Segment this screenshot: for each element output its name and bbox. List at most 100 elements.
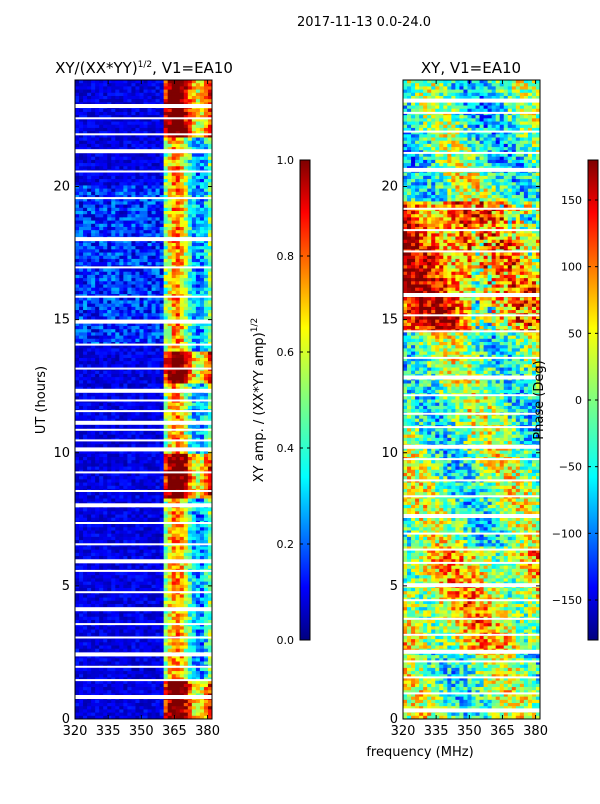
heatmap-cell (155, 255, 161, 260)
heatmap-cell (111, 453, 116, 458)
heatmap-cell (99, 361, 104, 365)
heatmap-cell (99, 431, 104, 436)
heatmap-cell (99, 182, 104, 186)
heatmap-cell (155, 258, 161, 263)
heatmap-cell (155, 242, 161, 247)
heatmap-cell (163, 131, 169, 135)
heatmap-cell (171, 498, 177, 503)
heatmap-cell (91, 527, 96, 531)
heatmap-cell (175, 457, 181, 461)
heatmap-cell (179, 354, 185, 359)
heatmap-cell (167, 396, 173, 400)
heatmap-cell (99, 345, 104, 349)
heatmap-cell (203, 332, 209, 336)
heatmap-cell (183, 476, 189, 480)
heatmap-cell (207, 233, 212, 237)
heatmap-cell (159, 284, 165, 289)
heatmap-cell (171, 457, 177, 461)
heatmap-cell (135, 191, 140, 196)
heatmap-cell (191, 450, 197, 455)
heatmap-cell (199, 115, 205, 119)
heatmap-cell (207, 335, 212, 340)
heatmap-cell (187, 115, 193, 119)
heatmap-cell (115, 214, 120, 218)
heatmap-cell (91, 530, 96, 535)
heatmap-cell (175, 332, 181, 336)
heatmap-cell (83, 300, 88, 305)
heatmap-cell (195, 268, 201, 273)
heatmap-cell (179, 242, 185, 247)
heatmap-cell (159, 252, 165, 257)
heatmap-cell (75, 527, 80, 531)
heatmap-cell (119, 220, 124, 225)
heatmap-cell (123, 274, 128, 279)
heatmap-cell (139, 287, 144, 292)
heatmap-cell (151, 466, 156, 471)
heatmap-cell (155, 99, 161, 103)
heatmap-cell (119, 179, 124, 183)
heatmap-cell (91, 412, 96, 416)
heatmap-cell (147, 121, 152, 126)
heatmap-cell (139, 118, 144, 122)
heatmap-cell (139, 351, 144, 356)
heatmap-cell (167, 137, 173, 142)
heatmap-cell (163, 425, 169, 429)
heatmap-cell (199, 140, 205, 145)
heatmap-cell (159, 511, 165, 515)
heatmap-cell (147, 127, 152, 132)
heatmap-cell (207, 492, 212, 496)
heatmap-cell (119, 335, 124, 340)
heatmap-cell (171, 364, 177, 368)
heatmap-cell (91, 95, 96, 100)
heatmap-cell (143, 425, 148, 429)
heatmap-cell (143, 357, 148, 362)
heatmap-cell (151, 326, 156, 330)
heatmap-cell (75, 329, 80, 333)
heatmap-cell (107, 297, 112, 301)
heatmap-cell (111, 498, 116, 503)
heatmap-cell (199, 322, 205, 327)
heatmap-cell (167, 335, 173, 340)
heatmap-cell (79, 271, 84, 276)
heatmap-cell (91, 249, 96, 253)
heatmap-cell (83, 287, 88, 292)
heatmap-cell (167, 329, 173, 333)
heatmap-cell (183, 230, 189, 234)
heatmap-cell (155, 226, 161, 231)
heatmap-cell (83, 492, 88, 496)
heatmap-cell (167, 191, 173, 196)
heatmap-cell (91, 127, 96, 132)
heatmap-cell (131, 287, 136, 292)
heatmap-cell (187, 156, 193, 161)
heatmap-cell (107, 412, 112, 416)
heatmap-cell (207, 453, 212, 458)
heatmap-cell (159, 182, 165, 186)
heatmap-cell (147, 278, 152, 282)
heatmap-cell (199, 540, 205, 544)
heatmap-cell (175, 163, 181, 167)
heatmap-cell (147, 441, 152, 445)
heatmap-cell (75, 191, 80, 196)
heatmap-cell (91, 402, 96, 407)
heatmap-cell (139, 386, 144, 391)
heatmap-cell (111, 230, 116, 234)
heatmap-cell (135, 415, 140, 420)
heatmap-cell (203, 434, 209, 439)
heatmap-cell (163, 527, 169, 531)
heatmap-cell (179, 463, 185, 467)
heatmap-cell (191, 99, 197, 103)
heatmap-cell (83, 434, 88, 439)
heatmap-cell (79, 278, 84, 282)
heatmap-cell (171, 405, 177, 410)
heatmap-cell (171, 345, 177, 349)
heatmap-cell (107, 204, 112, 209)
heatmap-cell (103, 492, 108, 496)
heatmap-cell (75, 457, 80, 461)
heatmap-cell (139, 434, 144, 439)
heatmap-cell (155, 524, 161, 528)
heatmap-cell (139, 380, 144, 384)
heatmap-cell (75, 434, 80, 439)
heatmap-cell (131, 195, 136, 199)
heatmap-cell (135, 310, 140, 314)
heatmap-cell (87, 441, 92, 445)
